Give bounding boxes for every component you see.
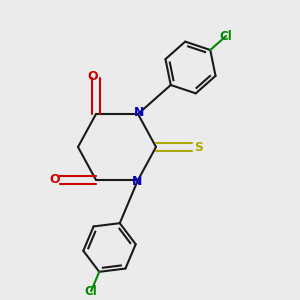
Text: N: N [134,106,144,119]
Text: S: S [194,141,203,154]
Text: Cl: Cl [85,285,98,298]
Text: N: N [132,175,142,188]
Text: O: O [49,173,60,186]
Text: O: O [87,70,98,83]
Text: Cl: Cl [220,30,232,43]
